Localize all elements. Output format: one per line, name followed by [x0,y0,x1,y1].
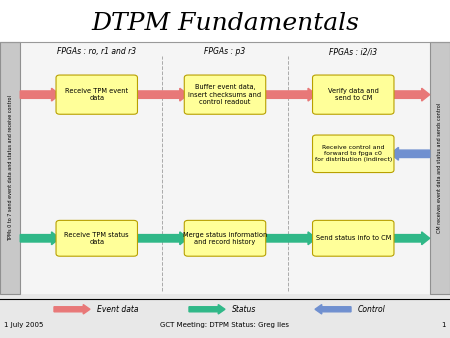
Text: FPGAs : i2/i3: FPGAs : i2/i3 [329,47,377,56]
FancyArrow shape [391,88,430,101]
Text: Send status info to CM: Send status info to CM [315,235,391,241]
FancyBboxPatch shape [56,75,138,114]
FancyBboxPatch shape [56,220,138,256]
Text: Status: Status [232,305,256,314]
FancyBboxPatch shape [20,42,430,294]
FancyBboxPatch shape [312,220,394,256]
FancyArrow shape [134,232,188,245]
Text: 1: 1 [441,322,446,328]
FancyBboxPatch shape [312,135,394,172]
Text: Receive TPM event
data: Receive TPM event data [65,88,128,101]
Text: Receive control and
forward to fpga c0
for distribution (indirect): Receive control and forward to fpga c0 f… [315,145,392,163]
FancyArrow shape [391,232,430,245]
Text: Buffer event data,
insert checksums and
control readout: Buffer event data, insert checksums and … [189,84,261,105]
Text: Verify data and
send to CM: Verify data and send to CM [328,88,379,101]
FancyBboxPatch shape [0,42,20,294]
Text: Event data: Event data [97,305,138,314]
FancyBboxPatch shape [184,75,266,114]
Text: Receive TPM status
data: Receive TPM status data [64,232,129,245]
FancyArrow shape [262,88,316,101]
FancyBboxPatch shape [430,42,450,294]
Text: Control: Control [358,305,386,314]
FancyBboxPatch shape [184,220,266,256]
Text: TPMs 0 to 7 send event data and status and receive control: TPMs 0 to 7 send event data and status a… [8,95,13,241]
Text: 1 July 2005: 1 July 2005 [4,322,44,328]
FancyArrow shape [262,232,316,245]
FancyArrow shape [391,147,430,160]
FancyArrow shape [134,88,188,101]
FancyBboxPatch shape [0,0,450,42]
FancyArrow shape [20,88,59,101]
Text: CM receives event data and status and sends control: CM receives event data and status and se… [437,103,442,233]
Text: FPGAs : p3: FPGAs : p3 [204,47,246,56]
FancyArrow shape [315,305,351,314]
FancyBboxPatch shape [312,75,394,114]
Text: Merge status information
and record history: Merge status information and record hist… [183,232,267,245]
Text: GCT Meeting: DTPM Status: Greg Iles: GCT Meeting: DTPM Status: Greg Iles [161,322,289,328]
Text: DTPM Fundamentals: DTPM Fundamentals [91,12,359,35]
FancyArrow shape [189,305,225,314]
FancyArrow shape [54,305,90,314]
Text: FPGAs : ro, r1 and r3: FPGAs : ro, r1 and r3 [57,47,136,56]
FancyArrow shape [20,232,59,245]
